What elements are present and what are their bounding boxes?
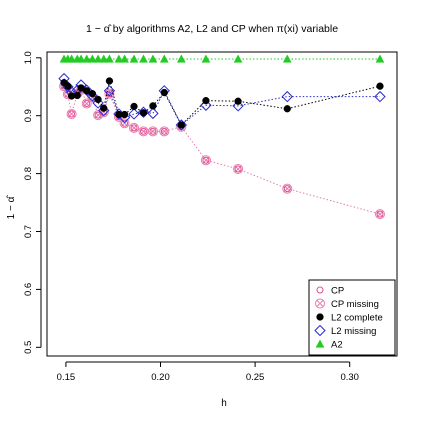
data-point-a2	[282, 54, 292, 63]
data-point-cp	[160, 127, 168, 135]
data-point-l2-complete	[120, 110, 129, 119]
data-point-l2-complete	[139, 109, 148, 117]
data-point-a2	[105, 54, 114, 63]
y-tick-label: 1.0	[23, 51, 34, 64]
data-point-a2	[93, 54, 103, 63]
x-tick-label: 0.20	[151, 372, 170, 383]
data-point-cp	[121, 119, 129, 127]
data-point-l2-complete	[73, 91, 81, 100]
series-l2-complete	[60, 77, 384, 129]
legend-marker-l2-complete	[316, 313, 324, 321]
legend-marker-a2	[315, 339, 325, 348]
data-point-a2	[99, 54, 109, 63]
data-point-cp	[139, 127, 147, 135]
series-a2	[59, 54, 385, 63]
series-line-l2-complete	[63, 80, 381, 126]
data-point-l2-missing	[175, 119, 188, 131]
data-point-l2-missing	[137, 106, 150, 118]
data-point-a2	[159, 54, 169, 63]
x-axis-label: h	[221, 398, 227, 409]
data-point-l2-missing	[232, 100, 244, 112]
data-point-l2-complete	[202, 96, 210, 105]
data-point-cp	[105, 90, 113, 98]
data-point-cp	[94, 111, 102, 119]
data-point-a2	[67, 54, 77, 63]
data-point-l2-complete	[100, 104, 108, 112]
data-point-a2	[82, 54, 92, 63]
series-line-cp-missing	[63, 85, 381, 215]
legend-marker-cp-missing	[315, 298, 325, 309]
x-tick-label: 0.15	[57, 372, 76, 383]
legend-label-l2-complete: L2 complete	[331, 313, 383, 324]
y-axis: 0.5 0.6 0.7 0.8 0.9 1.0	[23, 51, 42, 354]
data-point-a2	[87, 54, 97, 63]
data-point-l2-missing	[92, 97, 104, 109]
data-point-l2-complete	[130, 102, 138, 111]
chart-title: 1 − α̂ by algorithms A2, L2 and CP when …	[86, 23, 338, 35]
series-line-l2-missing	[63, 78, 380, 126]
data-point-cp	[234, 165, 242, 173]
series-cp	[60, 82, 384, 218]
data-point-l2-complete	[234, 97, 242, 105]
data-point-cp	[283, 185, 291, 193]
data-point-l2-missing	[128, 108, 140, 120]
data-point-a2	[148, 54, 158, 63]
data-point-a2	[233, 54, 243, 63]
data-point-cp	[83, 100, 91, 108]
series-cp-missing	[59, 81, 385, 220]
data-point-l2-complete	[64, 82, 72, 90]
y-tick-label: 0.9	[23, 109, 34, 122]
data-point-l2-missing	[281, 90, 293, 103]
data-point-l2-complete	[177, 121, 185, 129]
data-point-l2-missing	[147, 107, 159, 120]
data-point-l2-complete	[94, 95, 102, 104]
data-point-a2	[139, 54, 148, 63]
x-axis: 0.15 0.20 0.25 0.30	[57, 361, 359, 383]
y-tick-label: 0.7	[23, 225, 34, 238]
data-point-a2	[375, 54, 385, 63]
data-point-l2-complete	[149, 102, 157, 110]
legend: CP CP missing L2 complete L2 missing A2	[308, 279, 396, 356]
data-point-a2	[76, 54, 86, 63]
y-tick-label: 0.8	[23, 167, 34, 180]
data-point-l2-complete	[283, 105, 291, 113]
legend-marker-l2-missing	[314, 324, 326, 337]
y-axis-label: 1 − α̂	[5, 195, 17, 220]
data-point-l2-missing	[374, 90, 386, 103]
data-point-cp	[202, 156, 210, 164]
data-point-a2	[176, 54, 186, 63]
data-point-l2-complete	[376, 82, 384, 90]
data-point-cp	[68, 110, 76, 118]
plot-frame	[46, 51, 398, 357]
series-layer	[58, 54, 386, 220]
data-point-l2-complete	[88, 90, 97, 98]
x-tick-label: 0.25	[246, 372, 265, 383]
data-point-cp	[149, 127, 157, 135]
data-point-a2	[129, 54, 139, 63]
legend-label-a2: A2	[331, 340, 343, 351]
legend-label-l2-missing: L2 missing	[331, 326, 376, 337]
data-point-a2	[114, 54, 124, 63]
data-point-l2-complete	[160, 88, 168, 97]
legend-label-cp-missing: CP missing	[331, 299, 379, 310]
legend-marker-cp	[316, 286, 324, 294]
data-point-l2-complete	[83, 87, 91, 95]
x-tick-label: 0.30	[340, 372, 359, 383]
data-point-l2-missing	[103, 85, 116, 97]
y-tick-label: 0.5	[23, 341, 34, 354]
data-point-cp	[376, 210, 384, 218]
data-point-cp	[130, 124, 138, 132]
data-point-l2-complete	[77, 84, 85, 92]
data-point-a2	[120, 54, 129, 63]
data-point-l2-complete	[105, 77, 114, 85]
legend-label-cp: CP	[331, 286, 344, 297]
data-point-a2	[201, 54, 211, 63]
y-tick-label: 0.6	[23, 283, 34, 296]
